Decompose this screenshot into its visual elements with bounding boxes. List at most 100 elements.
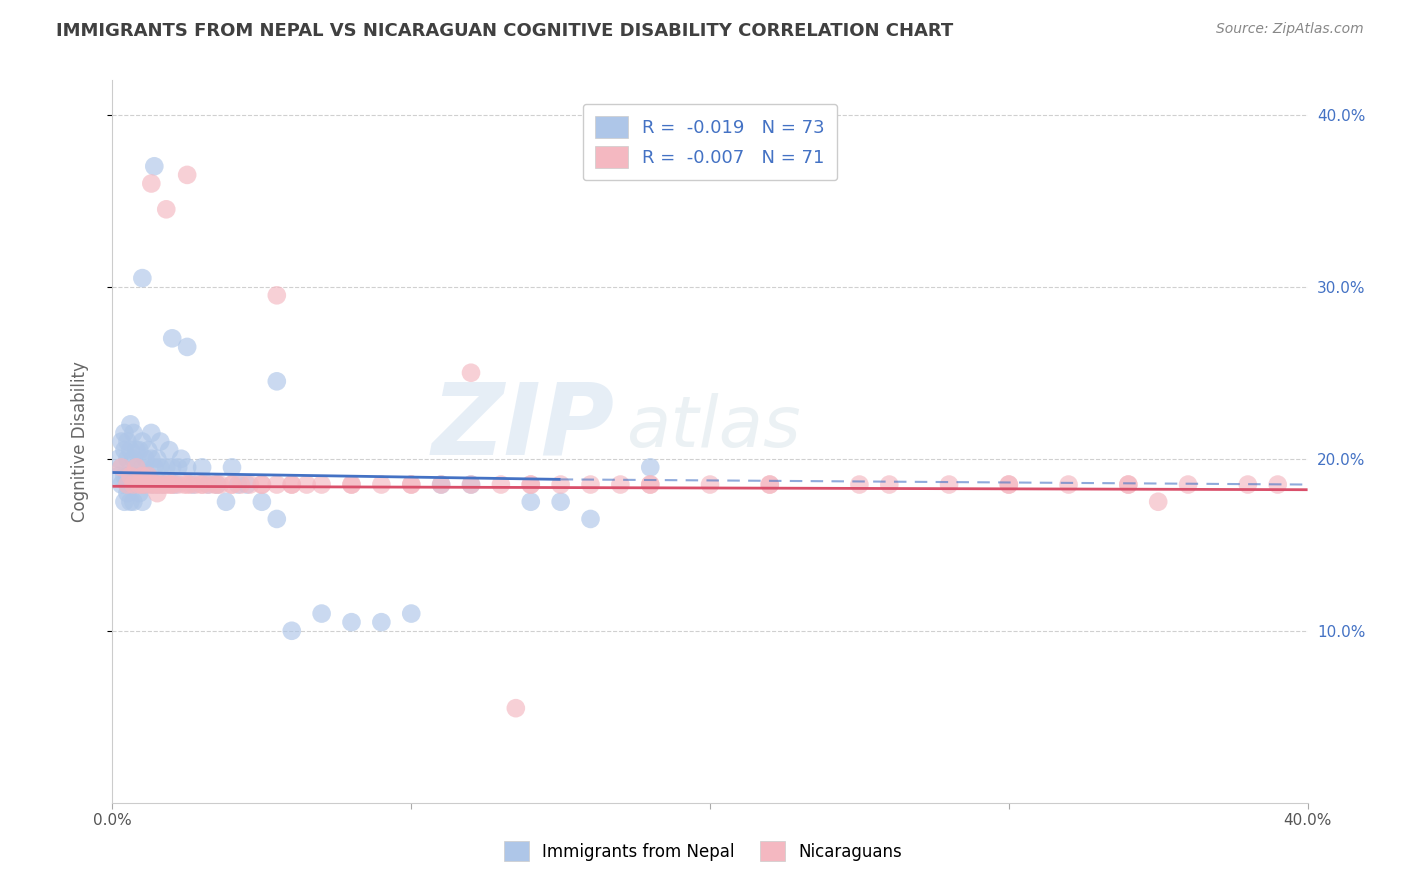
Point: [162, 460, 183, 475]
Point: [998, 477, 1021, 491]
Point: [281, 477, 304, 491]
Point: [165, 477, 187, 491]
Point: [149, 477, 172, 491]
Point: [157, 477, 180, 491]
Text: IMMIGRANTS FROM NEPAL VS NICARAGUAN COGNITIVE DISABILITY CORRELATION CHART: IMMIGRANTS FROM NEPAL VS NICARAGUAN COGN…: [56, 22, 953, 40]
Point: [311, 607, 333, 621]
Point: [157, 443, 180, 458]
Point: [460, 477, 482, 491]
Point: [117, 451, 139, 466]
Point: [1057, 477, 1080, 491]
Point: [141, 477, 163, 491]
Point: [146, 477, 169, 491]
Y-axis label: Cognitive Disability: Cognitive Disability: [70, 361, 89, 522]
Point: [128, 443, 150, 458]
Text: Source: ZipAtlas.com: Source: ZipAtlas.com: [1216, 22, 1364, 37]
Point: [460, 477, 482, 491]
Point: [1118, 477, 1140, 491]
Point: [1237, 477, 1260, 491]
Point: [138, 469, 160, 483]
Point: [250, 477, 273, 491]
Text: atlas: atlas: [627, 392, 801, 461]
Point: [1267, 477, 1289, 491]
Point: [520, 477, 543, 491]
Point: [229, 477, 252, 491]
Point: [149, 434, 172, 449]
Point: [489, 477, 512, 491]
Point: [117, 477, 139, 491]
Point: [167, 477, 190, 491]
Point: [550, 477, 572, 491]
Point: [128, 477, 150, 491]
Point: [120, 417, 142, 432]
Point: [430, 477, 453, 491]
Point: [202, 477, 225, 491]
Point: [215, 494, 238, 508]
Point: [191, 460, 214, 475]
Point: [117, 477, 139, 491]
Point: [146, 486, 169, 500]
Point: [340, 477, 363, 491]
Point: [176, 168, 198, 182]
Point: [155, 460, 177, 475]
Point: [125, 477, 148, 491]
Point: [122, 477, 145, 491]
Point: [131, 477, 153, 491]
Point: [176, 477, 198, 491]
Point: [120, 443, 142, 458]
Point: [131, 469, 153, 483]
Point: [131, 477, 153, 491]
Point: [134, 477, 156, 491]
Point: [162, 477, 183, 491]
Point: [266, 512, 288, 526]
Point: [759, 477, 782, 491]
Point: [152, 477, 174, 491]
Point: [266, 375, 288, 389]
Point: [879, 477, 901, 491]
Point: [155, 477, 177, 491]
Point: [311, 477, 333, 491]
Point: [162, 477, 183, 491]
Point: [181, 477, 204, 491]
Point: [226, 477, 249, 491]
Point: [998, 477, 1021, 491]
Point: [179, 477, 201, 491]
Point: [155, 202, 177, 217]
Point: [609, 477, 631, 491]
Point: [250, 494, 273, 508]
Point: [340, 477, 363, 491]
Point: [125, 460, 148, 475]
Point: [122, 469, 145, 483]
Point: [122, 451, 145, 466]
Point: [221, 460, 243, 475]
Point: [122, 494, 145, 508]
Point: [221, 477, 243, 491]
Point: [128, 486, 150, 500]
Point: [120, 469, 142, 483]
Point: [186, 477, 208, 491]
Point: [117, 434, 139, 449]
Point: [401, 477, 423, 491]
Point: [143, 159, 166, 173]
Point: [938, 477, 960, 491]
Point: [759, 477, 782, 491]
Point: [205, 477, 228, 491]
Point: [110, 460, 132, 475]
Point: [149, 460, 172, 475]
Point: [430, 477, 453, 491]
Point: [143, 477, 166, 491]
Point: [134, 451, 156, 466]
Point: [138, 469, 160, 483]
Point: [110, 434, 132, 449]
Point: [370, 477, 392, 491]
Point: [699, 477, 721, 491]
Legend: Immigrants from Nepal, Nicaraguans: Immigrants from Nepal, Nicaraguans: [491, 828, 915, 875]
Point: [176, 460, 198, 475]
Point: [114, 494, 135, 508]
Point: [205, 477, 228, 491]
Point: [197, 477, 219, 491]
Point: [143, 460, 166, 475]
Point: [250, 477, 273, 491]
Point: [167, 460, 190, 475]
Point: [197, 477, 219, 491]
